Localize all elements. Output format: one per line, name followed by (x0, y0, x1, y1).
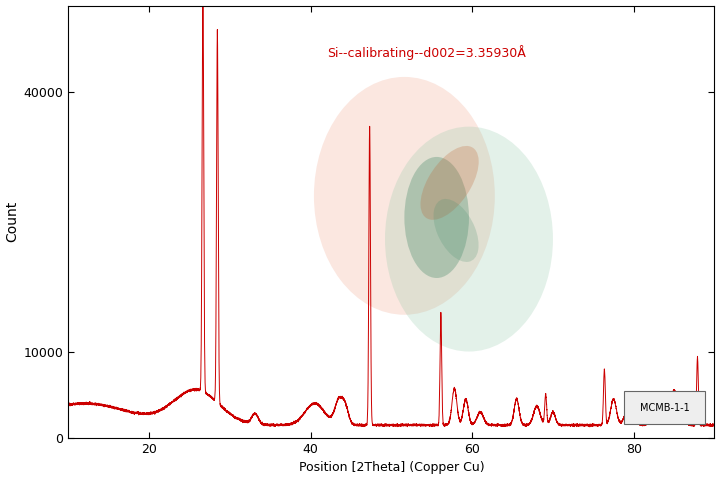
X-axis label: Position [2Theta] (Copper Cu): Position [2Theta] (Copper Cu) (299, 461, 485, 474)
Ellipse shape (433, 199, 479, 262)
Y-axis label: Count: Count (6, 201, 19, 242)
Text: MCMB-1-1: MCMB-1-1 (639, 403, 689, 412)
Text: Si--calibrating--d002=3.35930Å: Si--calibrating--d002=3.35930Å (327, 46, 526, 60)
Ellipse shape (420, 146, 479, 220)
Ellipse shape (385, 127, 553, 351)
FancyBboxPatch shape (624, 391, 705, 424)
Ellipse shape (314, 77, 495, 315)
Ellipse shape (405, 157, 469, 278)
